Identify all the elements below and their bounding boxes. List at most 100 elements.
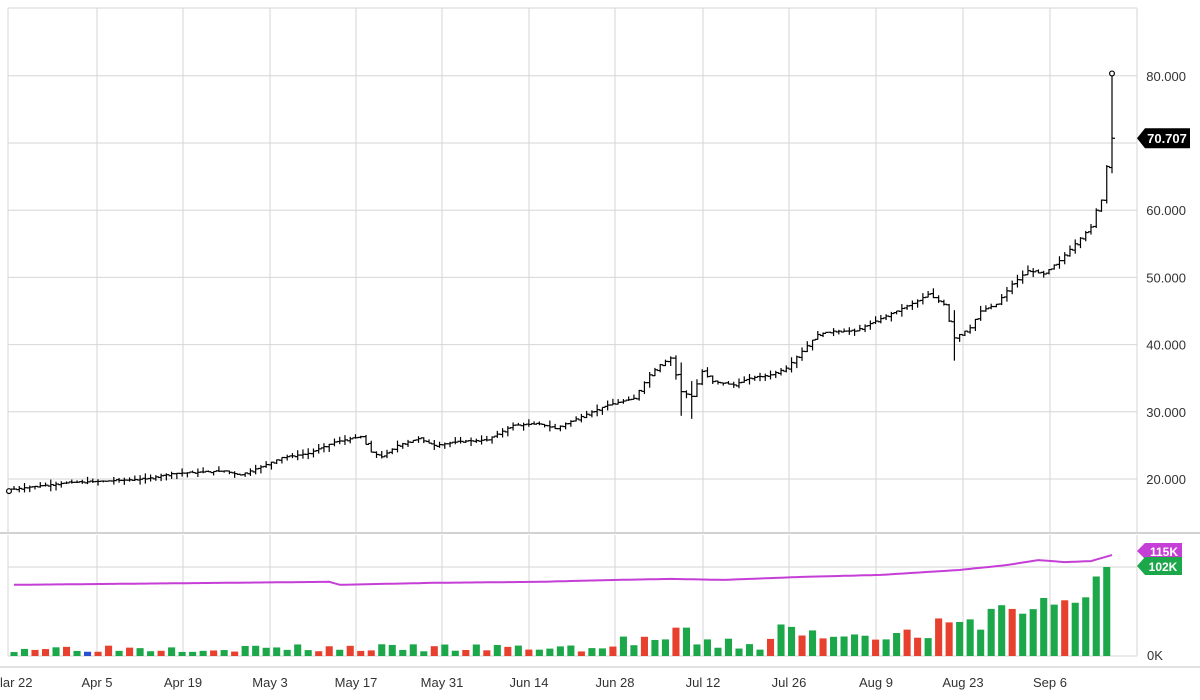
volume-bar bbox=[756, 649, 764, 656]
date-tick-label: Jun 14 bbox=[509, 675, 548, 690]
volume-bar bbox=[1019, 613, 1027, 656]
volume-bar bbox=[546, 648, 554, 656]
volume-bar bbox=[147, 651, 155, 656]
volume-bar bbox=[1029, 609, 1037, 656]
date-tick-label: Aug 9 bbox=[859, 675, 893, 690]
date-tick-label: Jun 28 bbox=[595, 675, 634, 690]
volume-bar bbox=[41, 649, 50, 656]
volume-bar bbox=[294, 644, 302, 656]
date-tick-label: Aug 23 bbox=[942, 675, 983, 690]
avg-volume-badge bbox=[1137, 543, 1182, 559]
volume-bar bbox=[598, 648, 606, 656]
volume-bar bbox=[168, 647, 176, 656]
volume-bar bbox=[430, 646, 438, 656]
volume-bar bbox=[514, 645, 522, 656]
volume-bar bbox=[1103, 567, 1111, 656]
avg-volume-label: 115K bbox=[1150, 545, 1178, 559]
volume-bar bbox=[1040, 597, 1048, 656]
volume-bar bbox=[20, 648, 29, 656]
volume-bar bbox=[420, 651, 428, 656]
date-tick-label: May 31 bbox=[421, 675, 464, 690]
date-tick-label: May 3 bbox=[252, 675, 287, 690]
volume-bar bbox=[94, 651, 102, 656]
volume-bar bbox=[787, 626, 796, 656]
volume-bar bbox=[84, 651, 92, 656]
volume-bar bbox=[273, 647, 281, 656]
volume-average-path bbox=[14, 554, 1113, 586]
volume-bar bbox=[451, 650, 459, 656]
price-tick-label: 20.000 bbox=[1146, 472, 1186, 487]
price-tick-label: 30.000 bbox=[1146, 405, 1186, 420]
volume-bar bbox=[672, 627, 680, 656]
volume-bar bbox=[651, 639, 659, 656]
volume-bar bbox=[830, 636, 838, 656]
volume-bar bbox=[567, 645, 575, 656]
date-tick-label: Jul 12 bbox=[686, 675, 721, 690]
volume-bars bbox=[10, 567, 1111, 656]
volume-bar bbox=[693, 644, 701, 656]
date-tick-label: Jul 26 bbox=[772, 675, 807, 690]
volume-bar bbox=[493, 644, 501, 656]
volume-bar bbox=[851, 634, 859, 656]
volume-bar bbox=[619, 636, 627, 656]
last-price-badge bbox=[1137, 128, 1190, 149]
volume-bar bbox=[1008, 608, 1016, 656]
volume-bar bbox=[231, 651, 239, 656]
volume-bar bbox=[315, 651, 323, 656]
volume-bar bbox=[745, 644, 754, 656]
date-axis: lar 22 Apr 5 Apr 19 May 3 May 17 May 31 Jun 14… bbox=[0, 675, 1067, 690]
price-tick-label: 40.000 bbox=[1146, 338, 1186, 353]
price-tick-label: 60.000 bbox=[1146, 203, 1186, 218]
volume-bar bbox=[462, 649, 470, 656]
volume-bar bbox=[399, 649, 407, 656]
volume-bar bbox=[977, 629, 985, 656]
volume-bar bbox=[210, 650, 218, 656]
volume-bar bbox=[798, 635, 806, 656]
volume-bar bbox=[115, 650, 123, 656]
volume-bar bbox=[199, 650, 207, 656]
volume-bar bbox=[504, 646, 512, 656]
volume-bar bbox=[357, 650, 365, 656]
date-tick-label: lar 22 bbox=[0, 675, 33, 690]
volume-bar bbox=[640, 636, 648, 656]
volume-bar bbox=[252, 645, 260, 656]
price-tick-label: 80.000 bbox=[1146, 69, 1186, 84]
volume-bar bbox=[304, 650, 312, 656]
volume-bar bbox=[52, 647, 60, 656]
date-tick-label: Sep 6 bbox=[1033, 675, 1067, 690]
volume-bar bbox=[483, 650, 491, 656]
high-marker bbox=[1108, 70, 1115, 77]
volume-bar bbox=[882, 639, 890, 656]
volume-bar bbox=[956, 621, 964, 656]
volume-bar bbox=[588, 648, 596, 656]
volume-bar bbox=[735, 648, 743, 656]
volume-bar bbox=[703, 639, 712, 656]
volume-bar bbox=[126, 647, 134, 656]
volume-bar bbox=[1050, 604, 1058, 656]
volume-bar bbox=[325, 646, 333, 656]
volume-bar bbox=[556, 646, 564, 656]
last-volume-label: 102K bbox=[1149, 560, 1178, 574]
volume-bar bbox=[840, 636, 848, 656]
volume-bar bbox=[724, 638, 733, 656]
price-grid bbox=[0, 7, 1200, 534]
date-tick-label: May 17 bbox=[335, 675, 378, 690]
volume-average-line bbox=[14, 554, 1113, 586]
price-bars bbox=[5, 70, 1115, 495]
volume-bar bbox=[609, 646, 617, 656]
volume-bar bbox=[62, 646, 71, 656]
volume-bar bbox=[346, 645, 354, 656]
volume-bar bbox=[766, 638, 775, 656]
volume-bar bbox=[914, 637, 922, 656]
volume-bar bbox=[682, 627, 691, 656]
volume-bar bbox=[73, 650, 81, 656]
volume-bar bbox=[441, 644, 449, 656]
volume-bar bbox=[630, 645, 638, 656]
volume-bar bbox=[577, 651, 585, 656]
volume-bar bbox=[808, 630, 817, 656]
volume-bar bbox=[998, 605, 1006, 656]
volume-axis: 0K bbox=[1147, 648, 1163, 663]
price-axis: 20.000 30.000 40.000 50.000 60.000 80.000 bbox=[1146, 69, 1186, 487]
